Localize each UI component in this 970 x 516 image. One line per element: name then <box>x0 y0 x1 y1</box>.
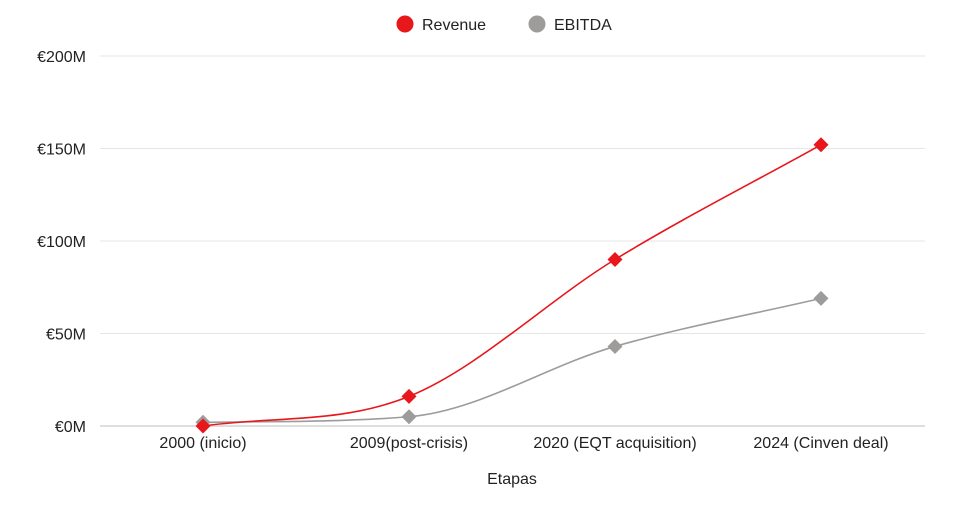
data-point-ebitda[interactable] <box>813 290 829 306</box>
y-tick-label: €100M <box>37 234 86 251</box>
series-ebitda <box>195 290 829 430</box>
series-line-revenue <box>202 144 822 427</box>
y-axis: €0M €50M €100M €150M €200M <box>37 49 86 436</box>
data-point-revenue[interactable] <box>813 137 829 153</box>
legend: Revenue EBITDA <box>396 15 612 34</box>
x-axis: 2000 (inicio) 2009(post-crisis) 2020 (EQT … <box>159 435 888 452</box>
data-point-ebitda[interactable] <box>607 338 623 354</box>
series-revenue <box>195 137 829 434</box>
y-tick-label: €0M <box>55 419 86 436</box>
series-line-ebitda <box>202 297 822 424</box>
series-group <box>195 137 829 434</box>
legend-label-ebitda: EBITDA <box>554 17 612 34</box>
x-axis-title: Etapas <box>487 471 537 488</box>
data-point-revenue[interactable] <box>607 252 623 267</box>
x-tick-label: 2024 (Cinven deal) <box>753 435 888 452</box>
x-tick-label: 2009(post-crisis) <box>350 435 468 452</box>
y-tick-label: €50M <box>46 327 86 344</box>
data-point-ebitda[interactable] <box>401 409 417 425</box>
legend-marker-revenue <box>396 15 414 33</box>
legend-label-revenue: Revenue <box>422 17 486 34</box>
data-point-revenue[interactable] <box>195 418 211 434</box>
grid-lines <box>100 55 925 427</box>
x-tick-label: 2000 (inicio) <box>159 435 246 452</box>
y-tick-label: €200M <box>37 49 86 66</box>
x-tick-label: 2020 (EQT acquisition) <box>533 435 696 452</box>
data-point-revenue[interactable] <box>401 388 417 404</box>
y-tick-label: €150M <box>37 142 86 159</box>
legend-marker-ebitda <box>528 15 546 33</box>
